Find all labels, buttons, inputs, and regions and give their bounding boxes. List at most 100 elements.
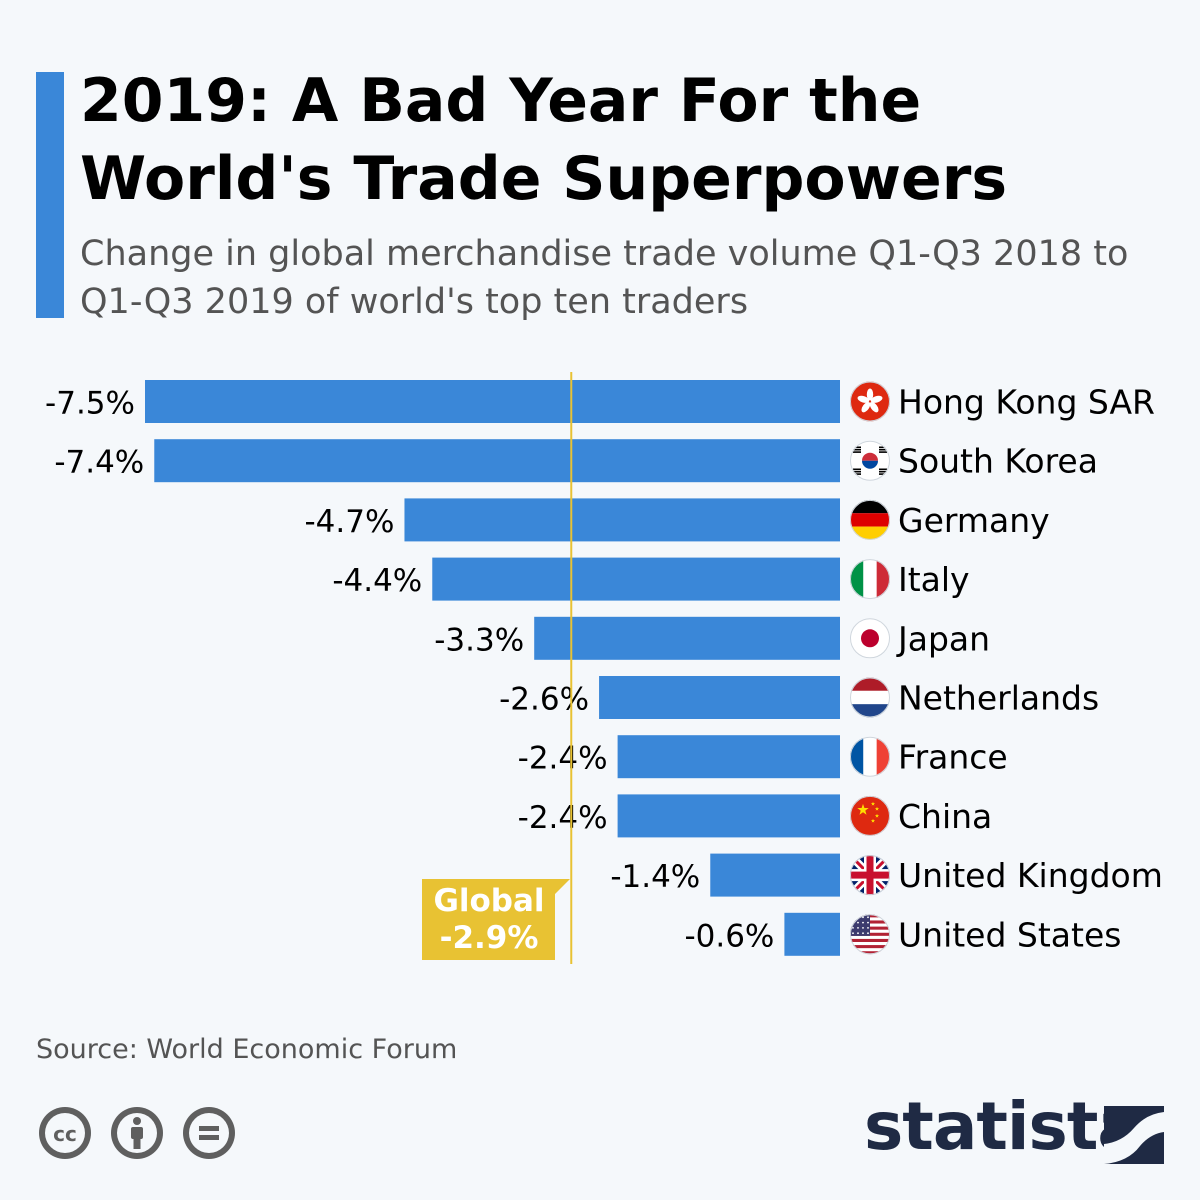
category-label: United States: [898, 915, 1121, 954]
global-value-label: -2.9%: [440, 920, 539, 956]
data-label: -2.4%: [518, 741, 608, 777]
flag-part: [850, 381, 890, 422]
flag-border: [850, 677, 890, 718]
flag-part: [857, 927, 859, 929]
flag-part: [862, 927, 864, 929]
flag-part: [857, 932, 859, 935]
south-korea-flag-icon: [850, 440, 890, 481]
flag-part: [850, 513, 890, 527]
flag-part: [853, 448, 861, 451]
flag-part: [862, 932, 864, 935]
bar: [710, 853, 840, 897]
flag-part: [857, 803, 869, 815]
bar: [534, 616, 840, 660]
global-badge-shape: [422, 879, 570, 960]
global-badge: Global-2.9%: [422, 879, 570, 960]
data-label: -7.4%: [54, 445, 144, 481]
flag-part: [853, 446, 861, 449]
flag-part: [866, 388, 874, 401]
svg-text:cc: cc: [53, 1122, 77, 1146]
flag-body: [850, 914, 890, 955]
flag-part: [869, 401, 879, 413]
data-label: -0.6%: [684, 918, 774, 954]
data-label: -4.4%: [332, 563, 422, 599]
category-label: Hong Kong SAR: [898, 383, 1155, 422]
flag-part: [862, 916, 864, 919]
category-label: United Kingdom: [898, 856, 1163, 895]
flag-part: [867, 921, 869, 924]
title-accent-bar: [36, 72, 64, 318]
flag-border: [850, 559, 890, 600]
flag-part: [852, 916, 854, 919]
bar: [599, 676, 840, 719]
bar: [432, 557, 840, 601]
category-label: Netherlands: [898, 679, 1099, 718]
flag-part: [857, 921, 859, 924]
flag-part: [874, 813, 880, 818]
flag-part: [852, 927, 854, 929]
flag-part: [874, 806, 880, 811]
flag-part: [850, 690, 890, 705]
flag-part: [853, 451, 861, 453]
germany-flag-icon: [850, 499, 890, 540]
data-label: -3.3%: [434, 622, 524, 658]
flag-part: [870, 818, 876, 823]
flag-part: [853, 468, 861, 471]
united-states-flag-icon: [850, 914, 890, 955]
flag-part: [867, 927, 869, 929]
flag-part: [850, 871, 890, 879]
flag-part: [867, 932, 869, 935]
data-label: -7.5%: [45, 386, 135, 422]
flag-border: [850, 618, 890, 659]
license-icons: cc: [39, 1107, 235, 1159]
flag-part: [879, 473, 887, 475]
flag-part: [862, 460, 878, 469]
global-label: Global: [433, 883, 544, 919]
attribution-icon: [111, 1107, 163, 1159]
bar: [145, 380, 840, 423]
chart-subtitle: Change in global merchandise trade volum…: [80, 234, 1129, 322]
flag-part: [850, 951, 890, 955]
flag-part: [863, 736, 877, 777]
flag-part: [879, 451, 887, 453]
flag-part: [863, 559, 877, 600]
category-label: Germany: [898, 501, 1050, 540]
flag-border: [850, 499, 890, 540]
bar: [154, 439, 840, 483]
hong-kong-flag-icon: [850, 381, 890, 422]
flag-part: [879, 470, 887, 473]
flag-border: [850, 736, 890, 777]
netherlands-flag-icon: [850, 677, 890, 718]
data-label: -2.6%: [499, 682, 589, 718]
statista-logo-text: statista: [864, 1088, 1142, 1165]
flag-part: [879, 448, 887, 451]
flag-body: [850, 795, 890, 836]
category-label: China: [898, 797, 992, 836]
data-label: -1.4%: [610, 859, 700, 895]
category-label: South Korea: [898, 442, 1098, 481]
flag-part: [850, 938, 890, 942]
flag-part: [867, 916, 869, 919]
no-derivatives-icon: [183, 1107, 235, 1159]
italy-flag-icon: [850, 559, 890, 600]
bar-chart: -7.5% Hong Kong SAR -7.4% South Korea -4.7% G…: [45, 372, 1163, 964]
flag-part: [853, 470, 861, 473]
chart-title: 2019: A Bad Year For the World's Trade S…: [80, 66, 1008, 214]
flag-part: [861, 629, 879, 648]
flag-border: [850, 855, 890, 896]
bar: [784, 912, 840, 956]
data-label: -4.7%: [305, 504, 395, 540]
statista-logo-icon: [1104, 1106, 1164, 1164]
flag-body: [850, 440, 890, 481]
united-kingdom-flag-icon: [850, 855, 890, 896]
japan-flag-icon: [850, 618, 890, 659]
source-note: Source: World Economic Forum: [36, 1034, 458, 1065]
flag-part: [853, 473, 861, 475]
flag-body: [850, 381, 890, 422]
flag-border: [850, 381, 890, 422]
china-flag-icon: [850, 795, 890, 836]
flag-part: [862, 452, 878, 461]
flag-border: [850, 440, 890, 481]
flag-border: [850, 914, 890, 955]
bar: [404, 498, 840, 542]
